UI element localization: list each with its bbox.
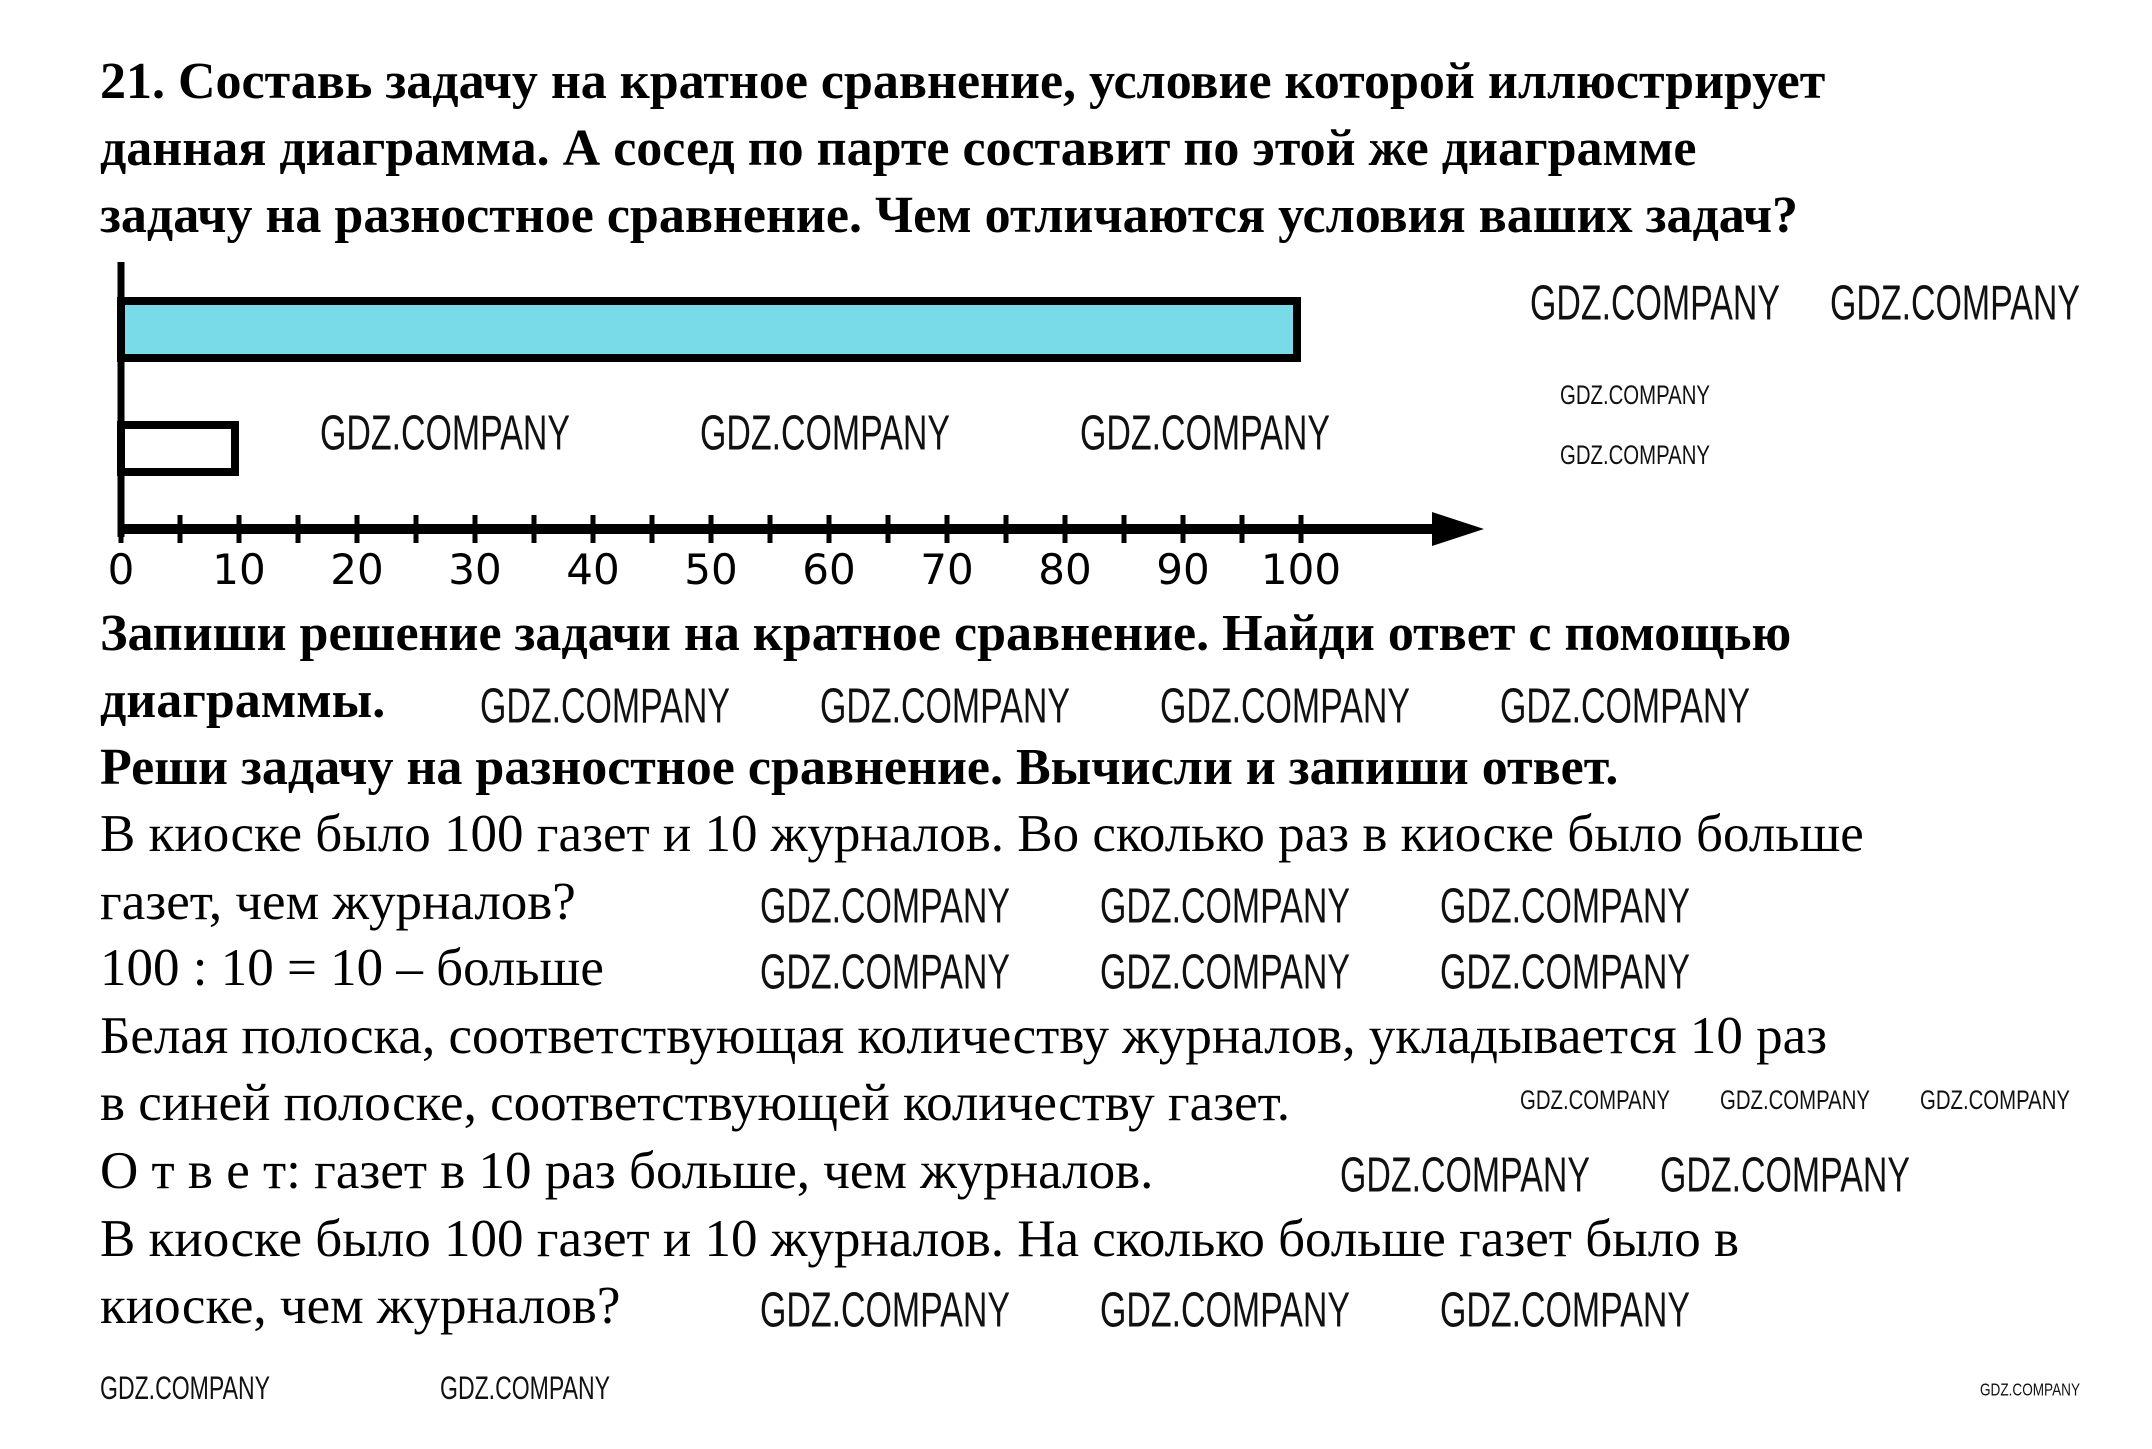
watermark: GDZ.COMPANY bbox=[320, 406, 570, 461]
watermark-text: GDZ.COMPANY bbox=[1560, 440, 1710, 470]
watermark-text: GDZ.COMPANY bbox=[100, 1370, 270, 1406]
watermark: GDZ.COMPANY bbox=[1500, 679, 1750, 734]
solution-line-5: в синей полоске, соответствующей количес… bbox=[100, 1074, 1291, 1132]
instruction-line-3: Реши задачу на разностное сравнение. Выч… bbox=[100, 739, 1619, 796]
watermark: GDZ.COMPANY bbox=[820, 679, 1070, 734]
watermark-text: GDZ.COMPANY bbox=[1440, 945, 1690, 1000]
answer-line: О т в е т: газет в 10 раз больше, чем жу… bbox=[100, 1142, 1154, 1200]
watermark-text: GDZ.COMPANY bbox=[1440, 879, 1690, 934]
task-title-line-2: данная диаграмма. А сосед по парте соста… bbox=[100, 120, 1697, 177]
watermark: GDZ.COMPANY bbox=[1100, 1283, 1350, 1338]
watermark: GDZ.COMPANY bbox=[1920, 1085, 2070, 1115]
watermark: GDZ.COMPANY bbox=[1080, 406, 1330, 461]
watermark: GDZ.COMPANY bbox=[1100, 879, 1350, 934]
watermark-text: GDZ.COMPANY bbox=[820, 679, 1070, 734]
x-tick-label: 80 bbox=[1038, 545, 1091, 594]
watermark-text: GDZ.COMPANY bbox=[320, 406, 570, 461]
x-tick-label: 60 bbox=[802, 545, 855, 594]
solution-line-2: газет, чем журналов? bbox=[100, 873, 576, 931]
solution-line-1: В киоске было 100 газет и 10 журналов. В… bbox=[100, 805, 1864, 863]
watermark-text: GDZ.COMPANY bbox=[1720, 1085, 1870, 1115]
x-tick-label: 50 bbox=[684, 545, 737, 594]
watermark-text: GDZ.COMPANY bbox=[1660, 1148, 1910, 1203]
solution-line-3: 100 : 10 = 10 – больше bbox=[100, 939, 604, 997]
watermark: GDZ.COMPANY bbox=[700, 406, 950, 461]
watermark: GDZ.COMPANY bbox=[1560, 440, 1710, 470]
x-tick-label: 10 bbox=[212, 545, 265, 594]
watermark-text: GDZ.COMPANY bbox=[1560, 380, 1710, 410]
x-tick-label: 100 bbox=[1261, 545, 1341, 594]
watermark-text: GDZ.COMPANY bbox=[760, 945, 1010, 1000]
watermark-text: GDZ.COMPANY bbox=[700, 406, 950, 461]
watermark: GDZ.COMPANY bbox=[760, 879, 1010, 934]
watermark: GDZ.COMPANY bbox=[440, 1370, 610, 1406]
watermark: GDZ.COMPANY bbox=[1160, 679, 1410, 734]
watermark: GDZ.COMPANY bbox=[1100, 945, 1350, 1000]
watermark: GDZ.COMPANY bbox=[1440, 945, 1690, 1000]
watermark-text: GDZ.COMPANY bbox=[1100, 879, 1350, 934]
watermark-text: GDZ.COMPANY bbox=[1100, 1283, 1350, 1338]
watermark-text: GDZ.COMPANY bbox=[440, 1370, 610, 1406]
watermark-text: GDZ.COMPANY bbox=[1980, 1380, 2080, 1399]
watermark: GDZ.COMPANY bbox=[1830, 276, 2080, 331]
x-axis-arrow bbox=[1432, 512, 1484, 546]
watermark-text: GDZ.COMPANY bbox=[480, 679, 730, 734]
watermark: GDZ.COMPANY bbox=[480, 679, 730, 734]
watermark: GDZ.COMPANY bbox=[1560, 380, 1710, 410]
watermark: GDZ.COMPANY bbox=[1440, 1283, 1690, 1338]
solution-line-4: Белая полоска, соответствующая количеств… bbox=[100, 1007, 1828, 1065]
watermark: GDZ.COMPANY bbox=[1520, 1085, 1670, 1115]
watermark: GDZ.COMPANY bbox=[100, 1370, 270, 1406]
instruction-line-2: диаграммы. bbox=[100, 672, 386, 729]
watermark: GDZ.COMPANY bbox=[1980, 1380, 2080, 1399]
bar-1 bbox=[117, 297, 1301, 362]
watermark: GDZ.COMPANY bbox=[1660, 1148, 1910, 1203]
x-tick-label: 0 bbox=[108, 545, 135, 594]
x-tick-label: 30 bbox=[448, 545, 501, 594]
watermark: GDZ.COMPANY bbox=[760, 1283, 1010, 1338]
watermark-text: GDZ.COMPANY bbox=[1520, 1085, 1670, 1115]
watermark-text: GDZ.COMPANY bbox=[1920, 1085, 2070, 1115]
watermark-text: GDZ.COMPANY bbox=[1830, 276, 2080, 331]
watermark: GDZ.COMPANY bbox=[1530, 276, 1780, 331]
watermark-text: GDZ.COMPANY bbox=[1530, 276, 1780, 331]
watermark-text: GDZ.COMPANY bbox=[1160, 679, 1410, 734]
bar-diagram: 0 10 20 30 40 50 60 70 80 90 100 bbox=[108, 262, 1484, 594]
x-tick-label: 20 bbox=[330, 545, 383, 594]
task-title-line-1: 21. Составь задачу на кратное сравнение,… bbox=[100, 53, 1826, 110]
instruction-line-1: Запиши решение задачи на кратное сравнен… bbox=[100, 605, 1792, 662]
bar-2 bbox=[117, 421, 239, 476]
x-tick-label: 40 bbox=[566, 545, 619, 594]
watermark-text: GDZ.COMPANY bbox=[760, 1283, 1010, 1338]
watermark: GDZ.COMPANY bbox=[1340, 1148, 1590, 1203]
solution-line-7: В киоске было 100 газет и 10 журналов. Н… bbox=[100, 1210, 1739, 1268]
watermark-text: GDZ.COMPANY bbox=[1440, 1283, 1690, 1338]
watermark-text: GDZ.COMPANY bbox=[1100, 945, 1350, 1000]
watermark-text: GDZ.COMPANY bbox=[760, 879, 1010, 934]
watermark-text: GDZ.COMPANY bbox=[1500, 679, 1750, 734]
watermark: GDZ.COMPANY bbox=[760, 945, 1010, 1000]
watermark: GDZ.COMPANY bbox=[1720, 1085, 1870, 1115]
watermark-text: GDZ.COMPANY bbox=[1340, 1148, 1590, 1203]
x-tick-label: 90 bbox=[1156, 545, 1209, 594]
solution-line-8: киоске, чем журналов? bbox=[100, 1277, 621, 1335]
task-title-line-3: задачу на разностное сравнение. Чем отли… bbox=[100, 187, 1799, 244]
watermark: GDZ.COMPANY bbox=[1440, 879, 1690, 934]
watermark-text: GDZ.COMPANY bbox=[1080, 406, 1330, 461]
x-tick-label: 70 bbox=[920, 545, 973, 594]
